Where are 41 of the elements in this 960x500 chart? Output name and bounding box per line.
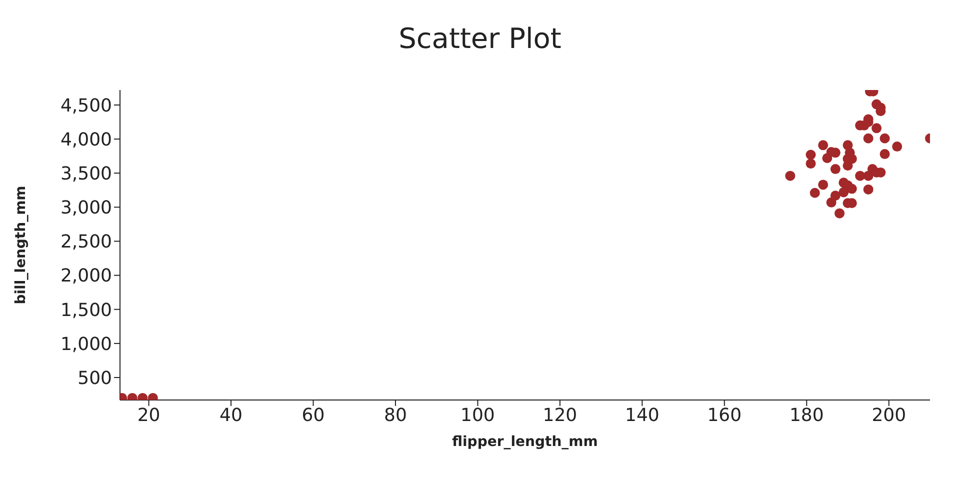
point — [810, 188, 820, 198]
point — [863, 184, 874, 194]
x-tick-label: 60 — [302, 404, 325, 426]
y-tick-label: 1,000 — [60, 334, 112, 355]
y-axis-title: bill_length_mm — [12, 186, 29, 304]
y-tick-label: 3,500 — [60, 164, 112, 185]
x-tick-label: 100 — [460, 404, 495, 426]
x-tick-label: 160 — [707, 404, 742, 426]
y-tick-label: 2,500 — [60, 232, 112, 253]
point — [806, 158, 816, 169]
point — [785, 170, 796, 181]
point — [846, 184, 857, 194]
y-tick-label: 500 — [78, 368, 112, 389]
y-tick-label: 1,500 — [60, 300, 112, 321]
x-tick-label: 40 — [220, 404, 242, 426]
point — [880, 133, 890, 144]
point — [830, 164, 840, 174]
point — [834, 208, 845, 218]
y-tick-label: 2,000 — [60, 266, 112, 287]
x-tick-label: 20 — [137, 404, 160, 426]
x-tick-label: 180 — [789, 404, 824, 426]
point — [830, 190, 840, 201]
x-tick-label: 200 — [872, 404, 906, 426]
x-tick-label: 120 — [542, 404, 578, 426]
point — [818, 140, 828, 150]
y-tick-label: 4,500 — [60, 95, 112, 116]
point — [838, 187, 849, 198]
y-tick-label: 4,000 — [60, 129, 112, 150]
y-tick-label: 3,000 — [60, 198, 112, 219]
point — [855, 170, 866, 181]
point — [892, 142, 902, 152]
x-tick-label: 140 — [625, 404, 660, 426]
chart-title: Scatter Plot — [398, 22, 562, 55]
point — [872, 123, 882, 134]
point — [863, 133, 874, 144]
point — [806, 150, 816, 160]
point — [880, 149, 890, 160]
point — [842, 160, 853, 171]
point — [818, 180, 828, 190]
x-axis-title: flipper_length_mm — [452, 434, 598, 450]
x-tick-label: 80 — [384, 404, 407, 426]
